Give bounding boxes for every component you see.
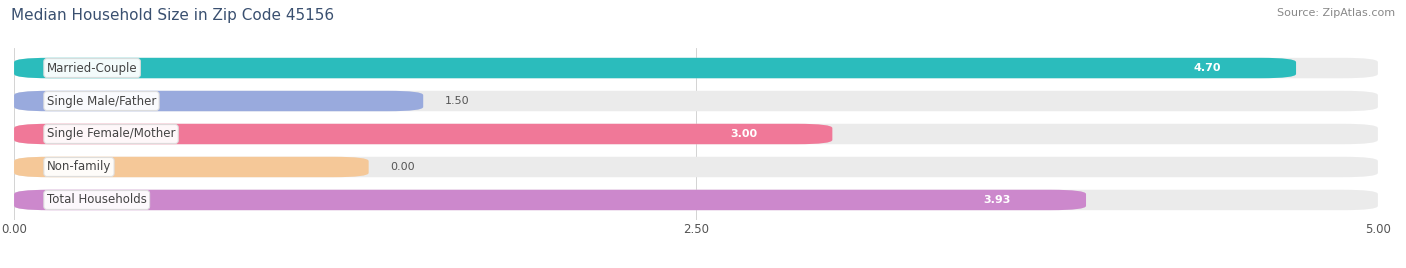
Text: 3.00: 3.00: [730, 129, 758, 139]
Text: 3.93: 3.93: [984, 195, 1011, 205]
FancyBboxPatch shape: [14, 91, 423, 111]
Text: Median Household Size in Zip Code 45156: Median Household Size in Zip Code 45156: [11, 8, 335, 23]
FancyBboxPatch shape: [1132, 61, 1282, 75]
FancyBboxPatch shape: [14, 91, 1378, 111]
Text: 4.70: 4.70: [1194, 63, 1222, 73]
FancyBboxPatch shape: [14, 157, 368, 177]
Text: 1.50: 1.50: [446, 96, 470, 106]
FancyBboxPatch shape: [922, 193, 1073, 207]
Text: Single Female/Mother: Single Female/Mother: [46, 128, 176, 140]
FancyBboxPatch shape: [14, 58, 1296, 78]
Text: Single Male/Father: Single Male/Father: [46, 95, 156, 107]
FancyBboxPatch shape: [14, 190, 1085, 210]
FancyBboxPatch shape: [14, 190, 1378, 210]
Text: 0.00: 0.00: [391, 162, 415, 172]
Text: Total Households: Total Households: [46, 193, 146, 206]
Text: Married-Couple: Married-Couple: [46, 62, 138, 75]
Text: Non-family: Non-family: [46, 161, 111, 173]
FancyBboxPatch shape: [14, 58, 1378, 78]
FancyBboxPatch shape: [14, 157, 1378, 177]
FancyBboxPatch shape: [669, 127, 818, 141]
Text: Source: ZipAtlas.com: Source: ZipAtlas.com: [1277, 8, 1395, 18]
FancyBboxPatch shape: [14, 124, 832, 144]
FancyBboxPatch shape: [14, 124, 1378, 144]
